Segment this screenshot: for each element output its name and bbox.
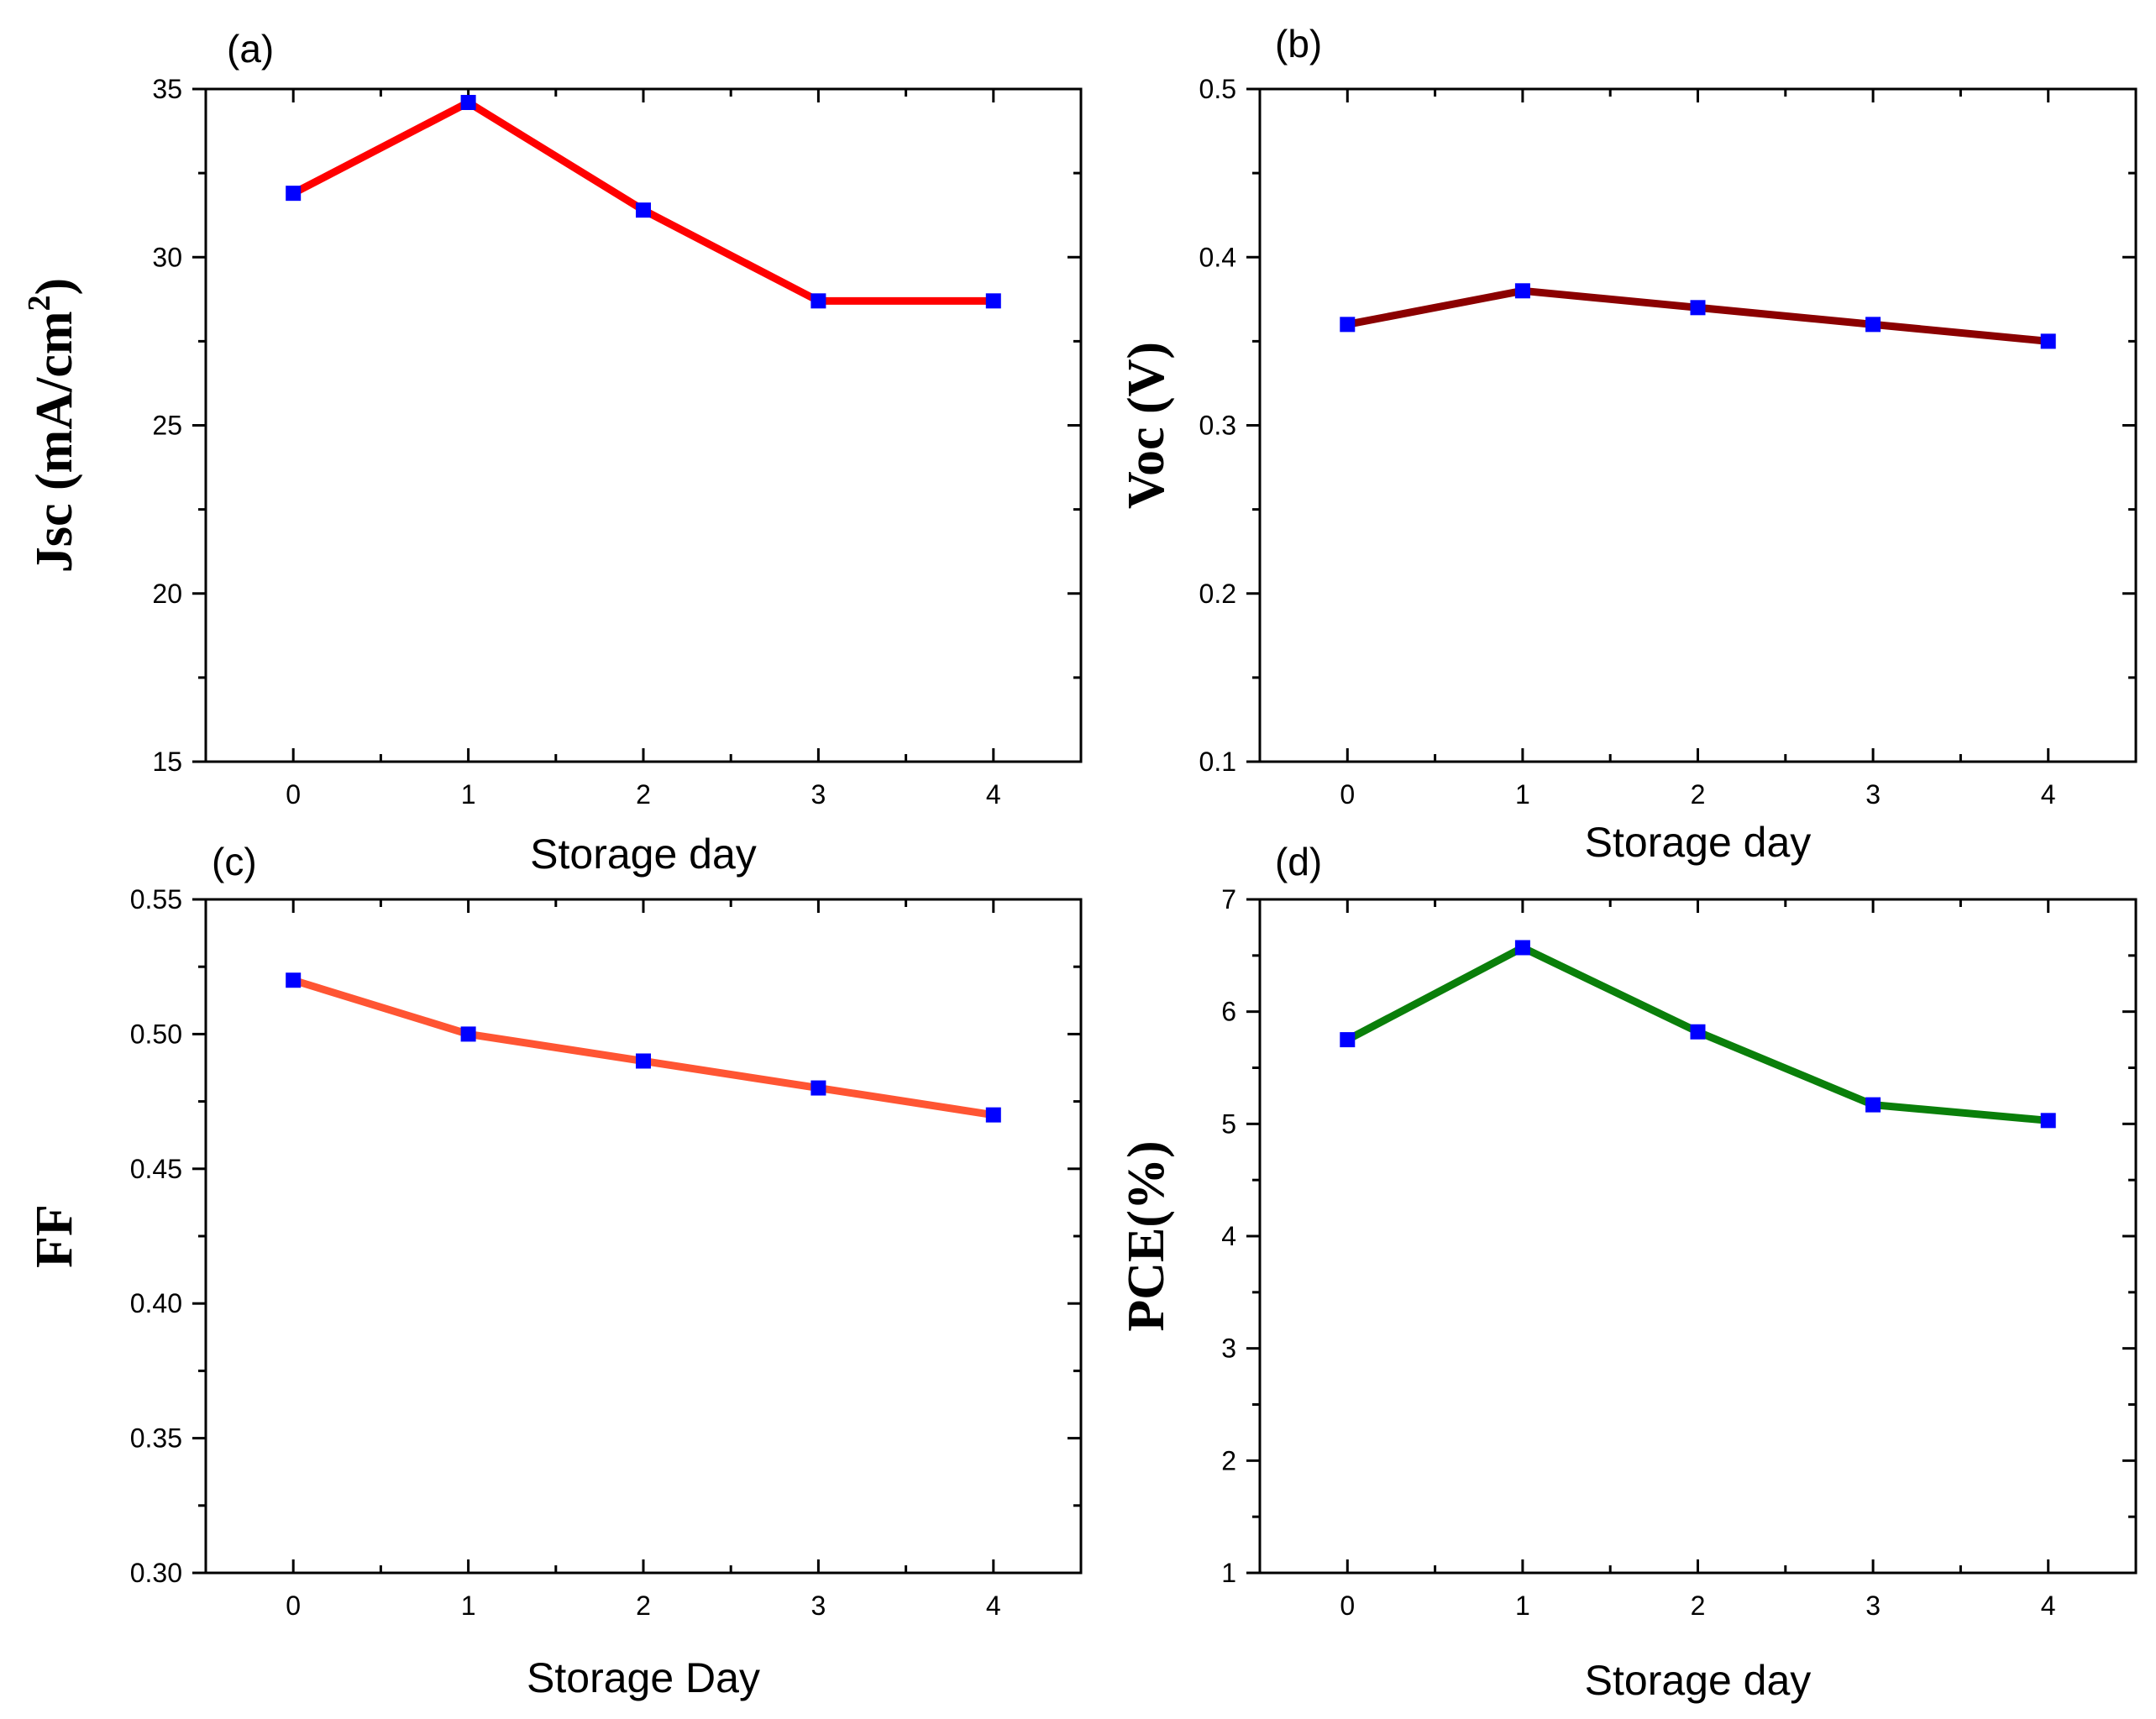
- y-tick-label: 0.45: [130, 1154, 182, 1184]
- series-line: [289, 976, 998, 1119]
- y-tick-label: 1: [1221, 1558, 1236, 1588]
- panel-label: (a): [227, 27, 274, 71]
- x-tick-label: 4: [2041, 779, 2056, 810]
- data-point: [636, 202, 651, 218]
- y-tick-label: 0.1: [1199, 747, 1236, 777]
- data-point: [2040, 333, 2056, 349]
- panel-label: (b): [1275, 22, 1322, 66]
- x-tick-label: 2: [1691, 1591, 1706, 1621]
- y-tick-label: 30: [152, 242, 182, 272]
- x-tick-label: 2: [636, 779, 651, 810]
- data-point: [460, 1026, 476, 1042]
- x-tick-label: 4: [986, 779, 1001, 810]
- x-axis-label: Storage Day: [527, 1654, 760, 1701]
- data-point: [1514, 283, 1530, 299]
- y-tick-label: 0.2: [1199, 579, 1236, 609]
- x-axis-label: Storage day: [1585, 1657, 1812, 1704]
- y-tick-label: 5: [1221, 1108, 1236, 1139]
- y-tick-label: 2: [1221, 1445, 1236, 1475]
- series-line: [289, 98, 998, 305]
- y-tick-label: 0.40: [130, 1288, 182, 1318]
- x-tick-label: 0: [286, 1591, 301, 1621]
- x-tick-label: 1: [461, 779, 476, 810]
- x-tick-label: 2: [636, 1591, 651, 1621]
- data-point: [1865, 1097, 1881, 1113]
- x-axis-label: Storage day: [1585, 819, 1812, 866]
- y-tick-label: 0.5: [1199, 74, 1236, 104]
- x-tick-label: 4: [986, 1591, 1001, 1621]
- y-axis-label-text: FF: [26, 1204, 83, 1268]
- y-axis-label: PCE(%): [1118, 1140, 1175, 1331]
- x-tick-label: 2: [1691, 779, 1706, 810]
- y-axis-label: FF: [26, 1204, 83, 1268]
- y-tick-label: 7: [1221, 884, 1236, 915]
- panel-b: 0 1 2 3 4 0.1 0.2 0.3 0.4 0.5 Storage day Voc (V) (b…: [1118, 22, 2138, 866]
- x-tick-label: 3: [1865, 1591, 1881, 1621]
- y-axis-label-text: PCE(%): [1118, 1140, 1175, 1331]
- y-tick-label: 15: [152, 747, 182, 777]
- y-tick-label: 0.30: [130, 1558, 182, 1588]
- y-axis-label-superscript: 2: [22, 296, 57, 312]
- data-point: [1514, 940, 1530, 956]
- panel-label: (d): [1275, 840, 1322, 883]
- y-tick-label: 0.55: [130, 884, 182, 915]
- x-tick-label: 1: [1515, 779, 1530, 810]
- panel-d: 0 1 2 3 4 1 2 3 4 5 6 7 Storage day PCE(%) (d): [1118, 840, 2138, 1704]
- y-tick-label: 25: [152, 411, 182, 441]
- y-tick-label: 0.4: [1199, 242, 1236, 272]
- y-tick-label: 4: [1221, 1221, 1236, 1251]
- x-tick-label: 0: [1340, 779, 1355, 810]
- series-line: [1343, 286, 2053, 345]
- x-tick-label: 3: [1865, 779, 1881, 810]
- plot-frame: [1258, 898, 2138, 1575]
- x-tick-label: 3: [811, 779, 826, 810]
- x-tick-label: 0: [286, 779, 301, 810]
- y-tick-label: 0.50: [130, 1019, 182, 1049]
- y-axis-label-text: Jsc (mA/cm: [26, 312, 83, 574]
- y-tick-label: 0.3: [1199, 411, 1236, 441]
- y-tick-label: 20: [152, 579, 182, 609]
- plot-frame: [204, 898, 1083, 1575]
- data-point: [286, 186, 302, 202]
- x-axis-label: Storage day: [530, 831, 757, 878]
- y-axis-label-close: ): [26, 278, 83, 296]
- y-tick-label: 0.35: [130, 1423, 182, 1454]
- data-point: [460, 95, 476, 111]
- data-point: [1690, 300, 1706, 316]
- plot-frame: [204, 87, 1083, 763]
- y-axis-label-text: Voc (V): [1118, 342, 1175, 509]
- y-tick-label: 6: [1221, 997, 1236, 1027]
- data-point: [636, 1053, 651, 1069]
- x-tick-label: 0: [1340, 1591, 1355, 1621]
- y-axis-label: Voc (V): [1118, 342, 1175, 509]
- y-axis-label: Jsc (mA/cm2): [22, 278, 83, 573]
- y-tick-label: 3: [1221, 1334, 1236, 1364]
- data-point: [1340, 317, 1356, 333]
- panel-label: (c): [212, 840, 257, 883]
- data-point: [985, 1107, 1001, 1123]
- data-point: [985, 293, 1001, 309]
- x-tick-label: 3: [811, 1591, 826, 1621]
- x-tick-label: 1: [1515, 1591, 1530, 1621]
- data-point: [286, 972, 302, 988]
- panel-c: 0 1 2 3 4 0.30 0.35 0.40 0.45 0.50 0.55 Storage Day…: [26, 840, 1083, 1701]
- data-point: [1865, 317, 1881, 333]
- data-point: [1690, 1024, 1706, 1040]
- x-tick-label: 1: [461, 1591, 476, 1621]
- data-point: [2040, 1113, 2056, 1129]
- x-tick-label: 4: [2041, 1591, 2056, 1621]
- data-point: [1340, 1032, 1356, 1048]
- y-tick-label: 35: [152, 74, 182, 104]
- data-point: [810, 293, 826, 309]
- plot-frame: [1258, 87, 2138, 763]
- data-point: [810, 1080, 826, 1096]
